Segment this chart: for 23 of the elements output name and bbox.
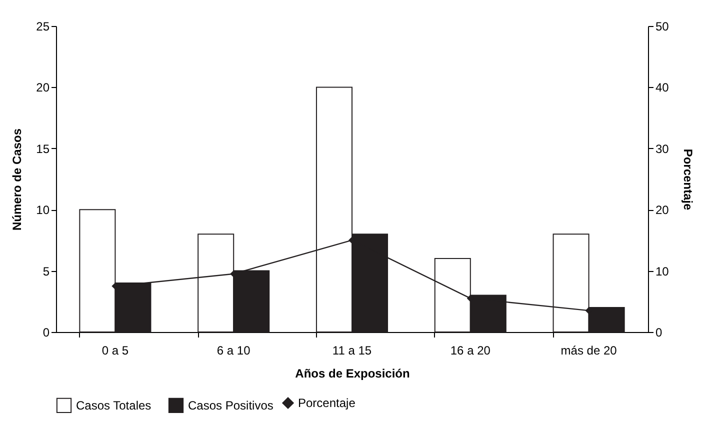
y-axis-title: Número de Casos <box>10 128 24 231</box>
y-tick-label: 5 <box>42 264 50 278</box>
x-tick-label: 16 a 20 <box>450 344 491 358</box>
y2-tick-label: 50 <box>656 20 670 34</box>
y2-tick-label: 10 <box>656 264 670 278</box>
legend-label: Casos Totales <box>76 398 152 412</box>
x-tick-label: 11 a 15 <box>332 344 372 358</box>
y2-tick-label: 20 <box>656 203 670 218</box>
y-tick-label: 10 <box>36 203 50 218</box>
y-tick-label: 20 <box>36 80 50 95</box>
x-tick-label: 6 a 10 <box>216 344 251 358</box>
y2-tick-label: 30 <box>656 142 670 156</box>
y-tick-label: 0 <box>42 326 50 340</box>
legend-label: Porcentaje <box>298 396 356 410</box>
legend-label: Casos Positivos <box>188 398 274 412</box>
y2-tick-label: 40 <box>656 80 670 95</box>
y2-tick-label: 0 <box>656 326 662 340</box>
y-tick-label: 15 <box>36 142 50 156</box>
x-axis-title: Años de Exposición <box>295 366 410 380</box>
x-tick-label: más de 20 <box>560 344 618 358</box>
y2-axis-title: Porcentaje <box>680 148 695 211</box>
y-tick-label: 25 <box>36 20 50 34</box>
x-tick-label: 0 a 5 <box>102 344 129 358</box>
